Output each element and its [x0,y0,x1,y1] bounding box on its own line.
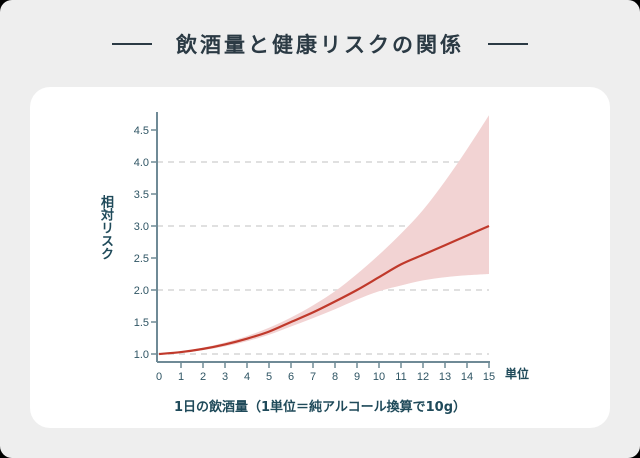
x-tick-label: 14 [461,371,473,383]
y-axis-ticks: 1.0 1.5 2.0 2.5 3.0 3.5 4.0 4.5 [134,125,157,361]
title-row: 飲酒量と健康リスクの関係 [0,24,640,64]
x-tick-label: 7 [310,371,316,383]
gridlines [157,161,489,355]
x-tick-label: 4 [244,371,250,383]
x-axis-label: 1日の飲酒量（1単位＝純アルコール換算で10g） [173,400,467,415]
x-tick-label: 2 [200,371,206,383]
axes [156,112,490,363]
x-tick-label: 3 [222,371,228,383]
y-tick-label: 3.0 [134,221,149,233]
x-tick-label: 9 [354,371,360,383]
x-tick-label: 11 [395,371,406,383]
x-tick-label: 5 [266,371,272,383]
y-tick-label: 2.0 [134,285,149,297]
chart-card: 1.0 1.5 2.0 2.5 3.0 3.5 4.0 4.5 0 1 2 3 4 5 6 7 8 9 10 11 1… [30,87,610,428]
x-tick-label: 8 [332,371,338,383]
x-tick-label: 0 [156,371,162,383]
x-tick-label: 12 [417,371,429,383]
y-axis-label: 相対リスク [98,195,113,260]
risk-line [158,224,490,356]
title-rule-left [112,43,152,45]
y-tick-label: 1.0 [134,349,149,361]
confidence-band [159,115,489,354]
line-chart: 1.01.52.02.53.03.54.04.5 0 1 2 3 4 5 6 7 8 9 10 11 1… [134,112,495,383]
x-axis-unit-label: 単位 [505,367,530,381]
x-tick-label: 10 [373,371,385,383]
y-tick-label: 2.5 [134,253,149,265]
x-tick-label: 15 [483,371,495,383]
y-tick-label: 4.0 [134,157,149,169]
title-rule-right [488,43,528,45]
x-axis-ticks: 0 1 2 3 4 5 6 7 8 9 10 11 12 13 14 15 [156,362,495,383]
y-tick-label: 4.5 [134,125,149,137]
page-title: 飲酒量と健康リスクの関係 [176,33,464,57]
x-tick-label: 6 [288,371,294,383]
x-tick-label: 1 [178,371,184,383]
x-tick-label: 13 [439,371,451,383]
y-tick-label: 3.5 [134,189,149,201]
y-tick-label: 1.5 [134,317,149,329]
